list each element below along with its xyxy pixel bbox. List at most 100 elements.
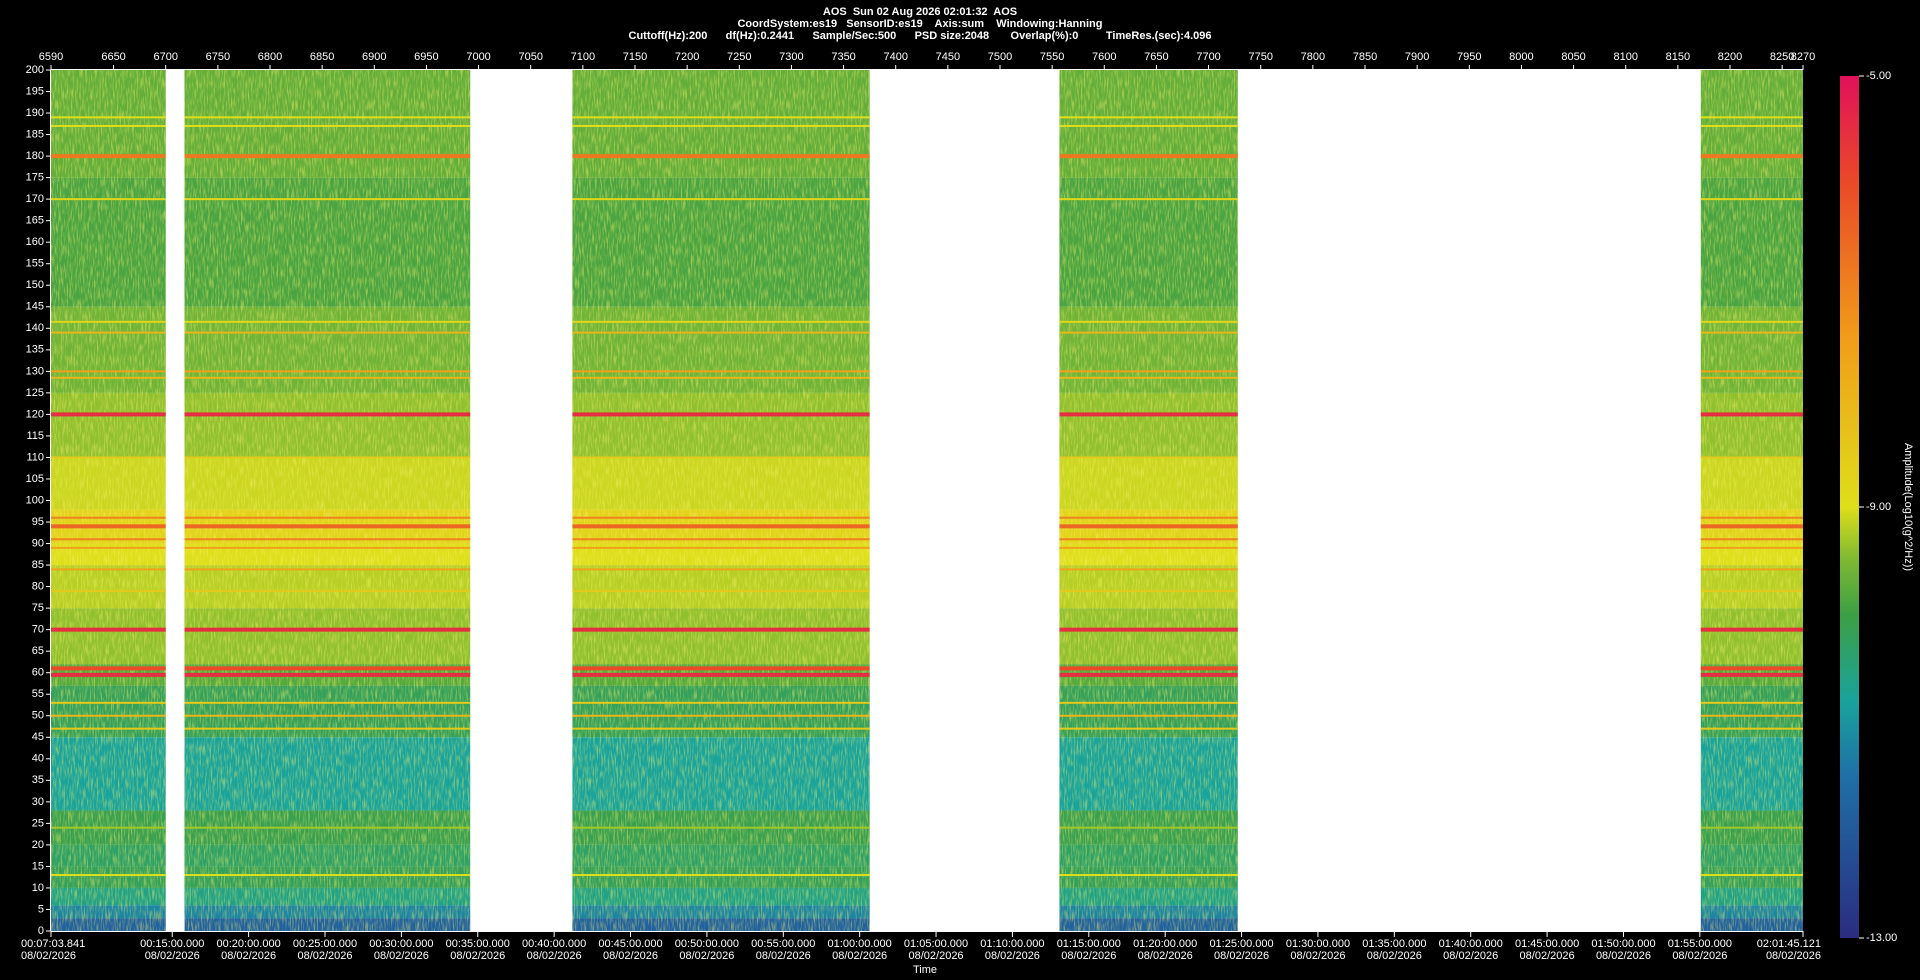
y-tick-label: 180 [26,150,44,162]
x2-tick-label: 00:50:00.000 [675,938,739,950]
x-tick-label: 8150 [1666,51,1690,63]
x2-tick-date: 08/02/2026 [756,950,811,962]
spectral-line [51,701,166,704]
spectral-line [184,412,471,417]
x2-tick-date: 08/02/2026 [450,950,505,962]
x2-tick-label: 00:55:00.000 [751,938,815,950]
x2-tick-label: 00:25:00.000 [293,938,357,950]
x-tick-label: 7250 [727,51,751,63]
spectral-line [1700,370,1803,373]
x2-tick-date: 08/02/2026 [1672,950,1727,962]
spectral-line [1700,538,1803,541]
spectral-line [1700,826,1803,829]
spectral-line [184,116,471,119]
spectral-line [572,456,870,459]
y-tick-label: 30 [32,796,44,808]
spectral-line [51,714,166,717]
spectral-line [572,412,870,417]
spectral-line [51,456,166,459]
segment [572,70,870,931]
spectral-line [1059,627,1238,632]
spectral-line [572,124,870,127]
spectral-line [51,376,166,379]
x2-tick-label: 01:40:00.000 [1439,938,1503,950]
spectral-line [51,538,166,541]
chart-title: AOS Sun 02 Aug 2026 02:01:32 AOS [823,6,1017,18]
spectral-line [1700,516,1803,519]
x2-tick-label: 01:10:00.000 [980,938,1044,950]
spectral-line [184,198,471,201]
spectral-line [1059,198,1238,201]
axes: 6590 6650 6700 6750 6800 6850 6900 6950 7000 7050… [21,51,1821,962]
spectral-line [184,320,471,323]
segment [1059,70,1238,931]
x2-tick-date: 08/02/2026 [679,950,734,962]
spectral-line [572,568,870,571]
spectral-line [1059,124,1238,127]
x-tick-label: 6750 [206,51,230,63]
x2-tick-date: 08/02/2026 [1596,950,1651,962]
x-tick-label: 7300 [779,51,803,63]
spectral-line [1700,524,1803,529]
x2-tick-label: 00:20:00.000 [216,938,280,950]
spectral-line [184,826,471,829]
spectral-line [572,826,870,829]
spectral-line [184,524,471,529]
y-tick-label: 190 [26,107,44,119]
x2-tick-date: 08/02/2026 [1520,950,1575,962]
spectral-line [51,116,166,119]
x-tick-label: 6700 [153,51,177,63]
y-tick-label: 170 [26,193,44,205]
y-tick-label: 20 [32,839,44,851]
x-tick-label: 7150 [623,51,647,63]
x-tick-label: 7200 [675,51,699,63]
colorbar-label: Amplitude(Log10(g^2/Hz)) [1902,443,1914,571]
x-tick-label: 8270 [1791,51,1815,63]
spectral-line [572,516,870,519]
y-tick-label: 0 [38,925,44,937]
x-tick-label: 6800 [258,51,282,63]
x2-tick-date: 08/02/2026 [909,950,964,962]
x-tick-label: 7100 [571,51,595,63]
y-tick-label: 60 [32,667,44,679]
spectral-line [184,154,471,159]
y-tick-label: 95 [32,516,44,528]
spectral-line [1059,456,1238,459]
y-tick-label: 80 [32,581,44,593]
x2-tick-label: 01:35:00.000 [1362,938,1426,950]
colorbar-tick-label: -9.00 [1866,501,1891,513]
colorbar-tick-label: -13.00 [1866,932,1897,944]
x2-tick-date: 08/02/2026 [1766,950,1821,962]
spectral-line [572,198,870,201]
spectral-line [572,331,870,334]
spectral-line [1059,714,1238,717]
spectral-line [572,154,870,159]
x-tick-label: 7400 [883,51,907,63]
x2-tick-label: 00:35:00.000 [446,938,510,950]
spectral-line [184,589,471,592]
spectral-line [184,727,471,730]
x-tick-label: 6900 [362,51,386,63]
spectral-line [51,412,166,417]
x-tick-label: 6650 [101,51,125,63]
x2-tick-label: 01:20:00.000 [1133,938,1197,950]
spectral-line [1059,538,1238,541]
x2-tick-date: 08/02/2026 [832,950,887,962]
spectral-line [51,672,166,677]
colorbar [1840,76,1859,938]
x2-tick-date: 08/02/2026 [527,950,582,962]
x-tick-label: 8000 [1509,51,1533,63]
y-tick-label: 85 [32,559,44,571]
spectral-line [184,538,471,541]
y-tick-label: 10 [32,882,44,894]
segment [51,70,166,931]
spectral-line [572,701,870,704]
spectral-line [1059,874,1238,877]
y-tick-label: 45 [32,731,44,743]
x-tick-label: 7750 [1248,51,1272,63]
texture [51,70,166,931]
texture [1059,70,1238,931]
x-axis-label: Time [913,964,937,976]
x2-tick-label: 01:55:00.000 [1668,938,1732,950]
